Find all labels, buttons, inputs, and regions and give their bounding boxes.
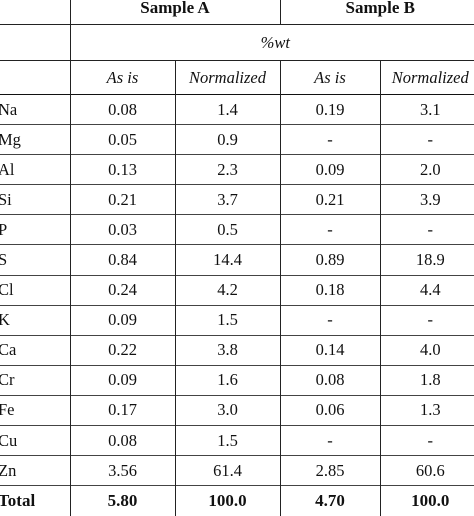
total-label: Total — [0, 491, 36, 511]
value-cell: 0.08 — [279, 365, 380, 396]
value-cell: 0.19 — [279, 94, 380, 125]
total-b-normalized: 100.0 — [379, 485, 474, 516]
element-cell: K — [0, 305, 70, 335]
value-cell: 1.3 — [379, 395, 474, 426]
value-cell: 0.13 — [69, 154, 175, 185]
total-a-normalized: 100.0 — [174, 485, 280, 516]
value-cell: 0.5 — [174, 214, 280, 245]
value-cell: 0.08 — [69, 94, 175, 125]
corner-cell — [0, 25, 70, 61]
value-cell: - — [379, 425, 474, 456]
table-row: K 0.09 1.5 - - — [0, 305, 474, 336]
corner-cell — [0, 0, 70, 25]
table-row: Ca 0.22 3.8 0.14 4.0 — [0, 335, 474, 366]
element-cell: Ca — [0, 340, 17, 360]
table-row: Cr 0.09 1.6 0.08 1.8 — [0, 365, 474, 396]
sample-b-header: Sample B — [279, 0, 474, 25]
col-header-b-normalized: Normalized — [379, 60, 474, 95]
value-cell: 0.21 — [279, 184, 380, 215]
col-header-a-as-is: As is — [69, 60, 175, 95]
value-cell: 2.85 — [279, 455, 380, 486]
col-header-b-as-is: As is — [279, 60, 380, 95]
unit-header: %wt — [69, 24, 474, 61]
element-cell: Mg — [0, 129, 21, 149]
value-cell: 0.18 — [279, 275, 380, 306]
value-cell: 0.17 — [69, 395, 175, 426]
total-a-as-is: 5.80 — [69, 485, 175, 516]
table-row: Cu 0.08 1.5 - - — [0, 425, 474, 456]
col-header-a-normalized: Normalized — [174, 60, 280, 95]
element-cell: Al — [0, 159, 15, 179]
total-b-as-is: 4.70 — [279, 485, 380, 516]
value-cell: 2.0 — [379, 154, 474, 185]
value-cell: - — [279, 124, 380, 155]
value-cell: 3.0 — [174, 395, 280, 426]
table-row: Si 0.21 3.7 0.21 3.9 — [0, 184, 474, 215]
value-cell: 3.9 — [379, 184, 474, 215]
value-cell: 0.22 — [69, 335, 175, 366]
value-cell: 0.08 — [69, 425, 175, 456]
table-row: P 0.03 0.5 - - — [0, 214, 474, 245]
value-cell: 2.3 — [174, 154, 280, 185]
column-header-row: As is Normalized As is Normalized — [0, 60, 474, 95]
total-row: Total 5.80 100.0 4.70 100.0 — [0, 485, 474, 516]
element-cell: Cl — [0, 280, 14, 300]
element-cell: Cu — [0, 430, 18, 450]
element-cell: Zn — [0, 460, 17, 480]
table-row: Al 0.13 2.3 0.09 2.0 — [0, 154, 474, 185]
value-cell: - — [379, 124, 474, 155]
value-cell: 60.6 — [379, 455, 474, 486]
value-cell: 1.4 — [174, 94, 280, 125]
value-cell: 0.05 — [69, 124, 175, 155]
value-cell: - — [379, 305, 474, 336]
value-cell: 1.5 — [174, 425, 280, 456]
table-row: S 0.84 14.4 0.89 18.9 — [0, 244, 474, 276]
value-cell: 61.4 — [174, 455, 280, 486]
value-cell: 4.4 — [379, 275, 474, 306]
element-cell: Cr — [0, 370, 15, 390]
value-cell: 14.4 — [174, 244, 280, 276]
value-cell: 1.8 — [379, 365, 474, 396]
value-cell: 3.7 — [174, 184, 280, 215]
value-cell: 0.03 — [69, 214, 175, 245]
value-cell: 0.06 — [279, 395, 380, 426]
value-cell: 0.84 — [69, 244, 175, 276]
sample-a-header: Sample A — [69, 0, 280, 25]
sample-header-row: Sample A Sample B — [0, 0, 474, 25]
value-cell: 0.21 — [69, 184, 175, 215]
value-cell: 0.89 — [279, 244, 380, 276]
table-row: Na 0.08 1.4 0.19 3.1 — [0, 94, 474, 125]
value-cell: 4.0 — [379, 335, 474, 366]
value-cell: 0.09 — [279, 154, 380, 185]
value-cell: - — [279, 425, 380, 456]
table-row: Zn 3.56 61.4 2.85 60.6 — [0, 455, 474, 486]
value-cell: 0.24 — [69, 275, 175, 306]
value-cell: 3.8 — [174, 335, 280, 366]
value-cell: 0.09 — [69, 365, 175, 396]
value-cell: 1.6 — [174, 365, 280, 396]
element-cell: Fe — [0, 400, 15, 420]
value-cell: 0.9 — [174, 124, 280, 155]
element-cell: S — [0, 245, 70, 275]
value-cell: 18.9 — [379, 244, 474, 276]
element-cell: Na — [0, 99, 18, 119]
table-row: Fe 0.17 3.0 0.06 1.3 — [0, 395, 474, 426]
value-cell: - — [379, 214, 474, 245]
table-row: Cl 0.24 4.2 0.18 4.4 — [0, 275, 474, 306]
element-cell: P — [0, 215, 70, 245]
corner-cell — [0, 61, 70, 95]
value-cell: 3.56 — [69, 455, 175, 486]
value-cell: 0.14 — [279, 335, 380, 366]
table-row: Mg 0.05 0.9 - - — [0, 124, 474, 155]
value-cell: - — [279, 305, 380, 336]
value-cell: 3.1 — [379, 94, 474, 125]
value-cell: - — [279, 214, 380, 245]
value-cell: 1.5 — [174, 305, 280, 336]
value-cell: 0.09 — [69, 305, 175, 336]
unit-header-row: %wt — [0, 24, 474, 61]
element-cell: Si — [0, 189, 12, 209]
value-cell: 4.2 — [174, 275, 280, 306]
